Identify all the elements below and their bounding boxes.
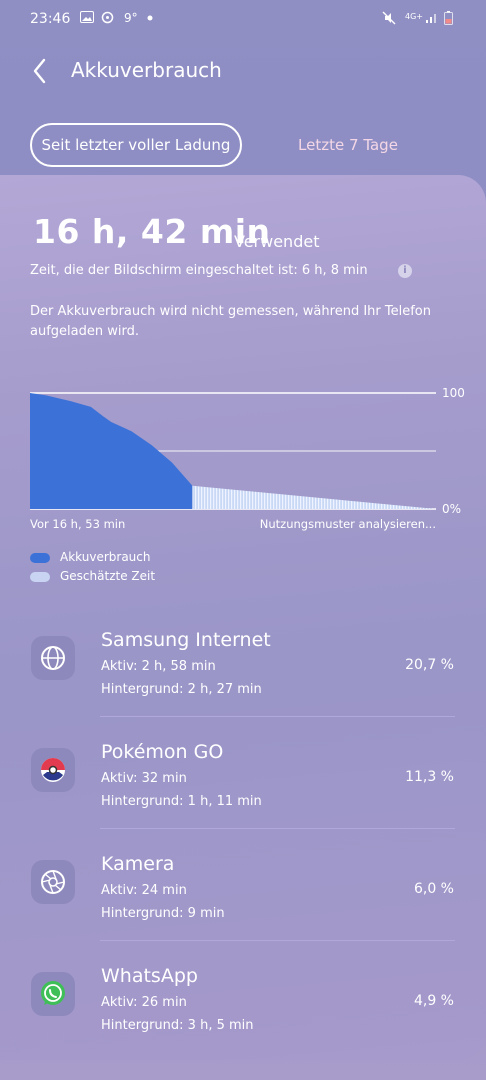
app-row-pokemon-go[interactable]: Pokémon GO Aktiv: 32 min Hintergrund: 1 … — [0, 741, 486, 855]
battery-chart: 100 0% Vor 16 h, 53 min Nutzungsmuster a… — [30, 386, 465, 531]
camera-aperture-icon — [31, 860, 75, 904]
legend-estimated: Geschätzte Zeit — [30, 569, 155, 583]
tab-since-full-charge[interactable]: Seit letzter voller Ladung — [30, 123, 242, 167]
app-percent: 6,0 % — [413, 881, 454, 897]
period-tabs: Seit letzter voller Ladung Letzte 7 Tage — [0, 123, 486, 169]
chart-x-label-end: Nutzungsmuster analysieren... — [260, 517, 436, 531]
back-button[interactable] — [28, 54, 54, 88]
total-usage-suffix: Verwendet — [234, 232, 320, 251]
signal-icon — [425, 11, 439, 27]
app-background-time: Hintergrund: 9 min — [101, 906, 225, 921]
usage-card — [0, 175, 486, 1060]
legend-used: Akkuverbrauch — [30, 550, 150, 564]
app-name: Pokémon GO — [101, 741, 224, 763]
app-active-time: Aktiv: 24 min — [101, 883, 187, 898]
whatsapp-icon — [31, 972, 75, 1016]
app-row-samsung-internet[interactable]: Samsung Internet Aktiv: 2 h, 58 min Hint… — [0, 629, 486, 743]
app-active-time: Aktiv: 2 h, 58 min — [101, 659, 216, 674]
status-time: 23:46 — [30, 11, 71, 27]
page-title: Akkuverbrauch — [71, 58, 222, 82]
app-row-kamera[interactable]: Kamera Aktiv: 24 min Hintergrund: 9 min … — [0, 853, 486, 967]
app-active-time: Aktiv: 26 min — [101, 995, 187, 1010]
sync-icon — [101, 11, 114, 27]
legend-swatch-estimated — [30, 571, 50, 582]
network-type: 4G+ — [405, 12, 423, 21]
total-usage-value: 16 h, 42 min — [33, 212, 271, 251]
app-background-time: Hintergrund: 3 h, 5 min — [101, 1018, 254, 1033]
app-background-time: Hintergrund: 1 h, 11 min — [101, 794, 262, 809]
mute-icon — [382, 11, 396, 28]
divider — [100, 828, 455, 829]
chart-x-label-start: Vor 16 h, 53 min — [30, 517, 125, 531]
divider — [100, 940, 455, 941]
chevron-left-icon — [33, 58, 46, 84]
divider — [100, 716, 455, 717]
app-percent: 11,3 % — [405, 769, 454, 785]
battery-icon — [444, 11, 453, 28]
legend-label-used: Akkuverbrauch — [60, 550, 151, 564]
chart-area-estimated — [192, 485, 436, 509]
tab-last-7-days[interactable]: Letzte 7 Tage — [298, 136, 398, 154]
weather-text: 9° — [124, 11, 138, 25]
app-header: Akkuverbrauch — [0, 52, 486, 92]
app-name: WhatsApp — [101, 965, 198, 987]
legend-swatch-used — [30, 552, 50, 563]
chart-y-label-bottom: 0% — [442, 502, 461, 516]
app-name: Samsung Internet — [101, 629, 271, 651]
charging-note: Der Akkuverbrauch wird nicht gemessen, w… — [30, 304, 431, 339]
pokeball-icon — [31, 748, 75, 792]
info-icon[interactable]: i — [398, 264, 412, 278]
app-active-time: Aktiv: 32 min — [101, 771, 187, 786]
status-bar: 23:46 9° 4G+ — [0, 8, 486, 32]
screen-on-time: Zeit, die der Bildschirm eingeschaltet i… — [30, 263, 368, 278]
app-name: Kamera — [101, 853, 175, 875]
app-row-whatsapp[interactable]: WhatsApp Aktiv: 26 min Hintergrund: 3 h,… — [0, 965, 486, 1079]
chart-area-used — [30, 393, 193, 509]
app-percent: 4,9 % — [413, 993, 454, 1009]
legend-label-estimated: Geschätzte Zeit — [60, 569, 156, 583]
notification-dot-icon — [146, 11, 154, 26]
gallery-icon — [80, 11, 94, 26]
app-background-time: Hintergrund: 2 h, 27 min — [101, 682, 262, 697]
globe-icon — [31, 636, 75, 680]
chart-y-label-top: 100 — [442, 386, 465, 400]
app-percent: 20,7 % — [405, 657, 454, 673]
